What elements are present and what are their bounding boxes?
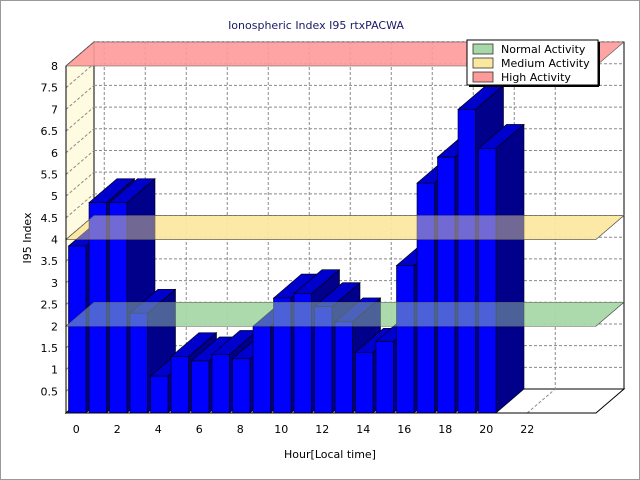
bar-20 (477, 123, 525, 414)
bar-front (334, 321, 353, 414)
grid-line-side (65, 128, 95, 154)
y-tick-label: 2.5 (41, 299, 59, 312)
y-tick-label: 1 (51, 364, 58, 377)
bar-side (495, 123, 525, 414)
y-tick-label: 7 (51, 103, 58, 116)
grid-line-side (65, 193, 95, 219)
band-overlay (65, 215, 625, 240)
bar-front (437, 156, 456, 414)
x-tick-label: 16 (397, 423, 411, 436)
y-tick-label: 6.5 (41, 125, 59, 138)
x-axis-label: Hour[Local time] (284, 448, 376, 461)
x-tick-label: 0 (73, 423, 80, 436)
y-tick-label: 5.5 (41, 168, 59, 181)
bar-front (375, 341, 394, 414)
bar-front (129, 312, 148, 414)
y-tick-label: 4 (51, 234, 58, 247)
bar-front (68, 245, 87, 414)
grid-line-side (65, 150, 95, 175)
bar-front (170, 356, 189, 414)
bar-front (211, 354, 230, 414)
bar-front (457, 109, 476, 414)
legend-swatch (472, 57, 494, 69)
grid-line-side (65, 84, 95, 110)
y-tick-label: 3.5 (41, 255, 59, 268)
x-tick-labels: 0 2 4 6 8 10 12 14 16 18 20 22 (73, 423, 535, 436)
band-front-layer (65, 215, 625, 327)
bar-front (478, 148, 497, 414)
bar-front (191, 360, 210, 414)
x-tick-label: 14 (356, 423, 370, 436)
y-tick-label: 5 (51, 190, 58, 203)
grid-line-floor (526, 388, 556, 414)
y-tick-label: 8 (51, 60, 58, 73)
band-overlay (65, 301, 625, 327)
bars-layer (67, 84, 525, 414)
y-tick-labels: 0.5 1 1.5 2 2.5 3 3.5 4 4.5 5 5.5 6 6.5 7 7.5 8 (41, 60, 59, 398)
y-tick-label: 6 (51, 147, 58, 160)
legend-label: Normal Activity (501, 43, 586, 56)
legend-label: Medium Activity (501, 57, 590, 70)
x-tick-label: 22 (520, 423, 534, 436)
y-tick-label: 2 (51, 320, 58, 333)
y-tick-label: 4.5 (41, 212, 59, 225)
y-tick-label: 3 (51, 277, 58, 290)
bar-front (355, 351, 374, 414)
chart-title: Ionospheric Index I95 rtxPACWA (228, 19, 404, 32)
x-tick-label: 18 (438, 423, 452, 436)
bar-front (150, 375, 169, 414)
legend-swatch (472, 71, 494, 83)
x-tick-label: 4 (155, 423, 162, 436)
grid-line-side (65, 106, 95, 132)
legend-swatch (472, 43, 494, 55)
grid-line-side (65, 171, 95, 197)
bar-front (396, 265, 415, 414)
x-tick-label: 2 (114, 423, 121, 436)
y-tick-label: 0.5 (41, 385, 59, 398)
x-tick-label: 6 (196, 423, 203, 436)
grid-line-side (65, 63, 95, 89)
bar-front (252, 325, 271, 414)
bar-front (232, 358, 251, 414)
legend-label: High Activity (501, 71, 571, 84)
y-tick-label: 7.5 (41, 82, 59, 95)
x-tick-label: 10 (274, 423, 288, 436)
x-tick-label: 12 (315, 423, 329, 436)
x-tick-label: 8 (237, 423, 244, 436)
x-tick-label: 20 (479, 423, 493, 436)
y-tick-label: 1.5 (41, 342, 59, 355)
y-axis-label: I95 Index (21, 212, 34, 264)
